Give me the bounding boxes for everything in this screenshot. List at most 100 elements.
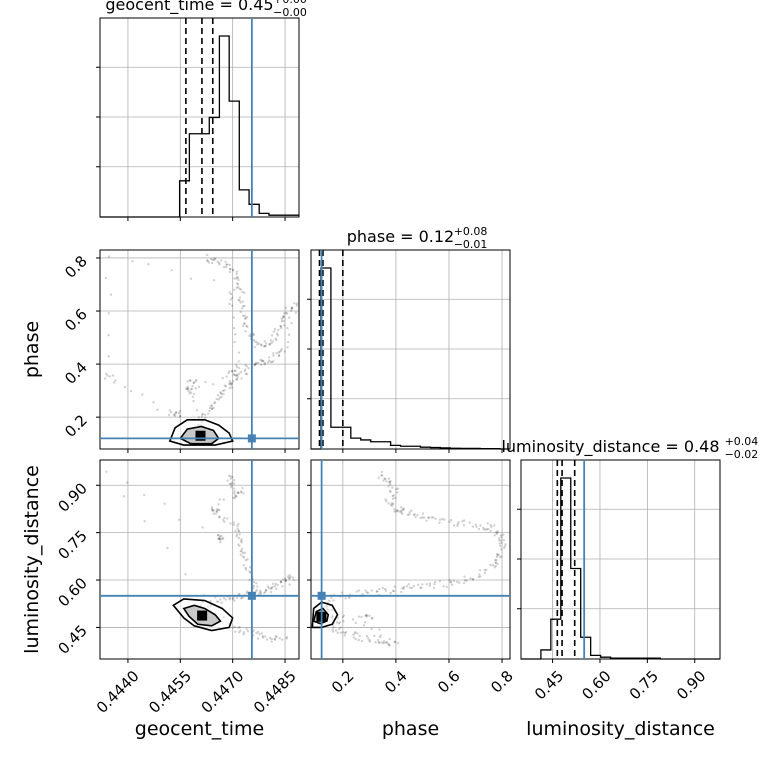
- panel-frame: [520, 459, 721, 660]
- scatter-point: [106, 374, 109, 377]
- scatter-point: [178, 409, 182, 413]
- scatter-point: [287, 333, 291, 336]
- scatter-point: [228, 270, 232, 274]
- scatter-point: [271, 585, 274, 589]
- scatter-point: [287, 316, 291, 319]
- scatter-point: [484, 528, 487, 531]
- scatter-point: [232, 521, 235, 524]
- y-axis-label-phase: phase: [21, 321, 43, 378]
- scatter-point: [405, 585, 409, 588]
- scatter-point: [143, 493, 146, 497]
- truth-marker: [317, 591, 326, 600]
- scatter-point: [112, 381, 116, 384]
- scatter-point: [237, 536, 240, 540]
- scatter-point: [191, 395, 195, 399]
- scatter-point: [402, 585, 406, 589]
- scatter-point: [413, 513, 417, 516]
- scatter-point: [491, 563, 495, 567]
- scatter-point: [285, 636, 288, 639]
- scatter-point: [236, 373, 239, 377]
- scatter-point: [427, 516, 430, 519]
- scatter-point: [286, 346, 289, 349]
- scatter-point: [407, 583, 410, 586]
- scatter-point: [259, 358, 262, 362]
- scatter-point: [282, 316, 285, 319]
- scatter-point: [374, 641, 377, 644]
- scatter-point: [243, 317, 247, 320]
- scatter-point: [249, 333, 252, 336]
- scatter-point: [498, 542, 501, 545]
- scatter-point: [331, 628, 334, 631]
- scatter-point: [438, 521, 441, 524]
- y-tick-label: 0.90: [54, 479, 90, 515]
- scatter-point: [218, 498, 221, 501]
- scatter-point: [264, 590, 267, 594]
- scatter-point: [440, 517, 444, 521]
- scatter-point: [502, 546, 506, 550]
- scatter-point: [433, 580, 437, 584]
- panel-background: [100, 460, 299, 659]
- scatter-point: [363, 620, 367, 624]
- scatter-point: [280, 319, 284, 323]
- scatter-point: [231, 304, 234, 307]
- scatter-point: [377, 641, 381, 644]
- scatter-point: [264, 589, 268, 592]
- scatter-point: [352, 636, 355, 639]
- scatter-point: [207, 261, 211, 264]
- scatter-point: [240, 541, 243, 544]
- scatter-point: [237, 529, 240, 533]
- scatter-point: [228, 386, 232, 390]
- scatter-point: [242, 631, 246, 634]
- title-upper-error: +0.04: [725, 435, 759, 448]
- scatter-point: [206, 259, 209, 263]
- scatter-point: [493, 534, 496, 537]
- scatter-point: [497, 553, 500, 556]
- scatter-point: [387, 643, 391, 647]
- panel-background: [311, 460, 510, 659]
- scatter-point: [238, 625, 241, 629]
- scatter-point: [244, 568, 248, 571]
- scatter-point: [239, 597, 243, 600]
- scatter-point: [263, 345, 267, 348]
- scatter-point: [475, 525, 478, 528]
- scatter-point: [425, 519, 428, 522]
- scatter-point: [290, 321, 293, 325]
- scatter-point: [393, 640, 397, 644]
- scatter-point: [254, 340, 257, 343]
- scatter-point: [221, 537, 224, 541]
- scatter-point: [495, 532, 499, 535]
- scatter-point: [239, 301, 242, 304]
- scatter-point: [249, 566, 252, 569]
- scatter-point: [452, 579, 455, 583]
- scatter-point: [232, 373, 236, 376]
- scatter-point: [200, 413, 204, 417]
- scatter-point: [235, 363, 238, 367]
- scatter-point: [195, 378, 198, 382]
- scatter-point: [383, 587, 387, 591]
- scatter-point: [239, 549, 242, 553]
- scatter-point: [285, 312, 289, 315]
- panel-frame: [310, 459, 511, 660]
- scatter-point: [213, 257, 216, 260]
- scatter-point: [281, 585, 284, 588]
- scatter-point: [463, 575, 466, 578]
- scatter-point: [275, 352, 278, 355]
- scatter-point: [278, 637, 281, 640]
- scatter-point: [417, 583, 420, 587]
- scatter-point: [401, 586, 404, 590]
- panel-content: [100, 250, 299, 449]
- scatter-point: [366, 591, 370, 595]
- scatter-point: [222, 392, 225, 396]
- scatter-point: [208, 406, 212, 410]
- scatter-point: [496, 554, 499, 557]
- scatter-point: [273, 584, 277, 588]
- scatter-point: [478, 573, 481, 576]
- scatter-point: [258, 633, 261, 636]
- scatter-point: [232, 326, 236, 330]
- scatter-point: [246, 558, 249, 561]
- scatter-point: [253, 345, 256, 349]
- scatter-point: [295, 304, 299, 307]
- scatter-point: [245, 324, 248, 328]
- scatter-point: [240, 491, 243, 494]
- scatter-point: [222, 265, 226, 269]
